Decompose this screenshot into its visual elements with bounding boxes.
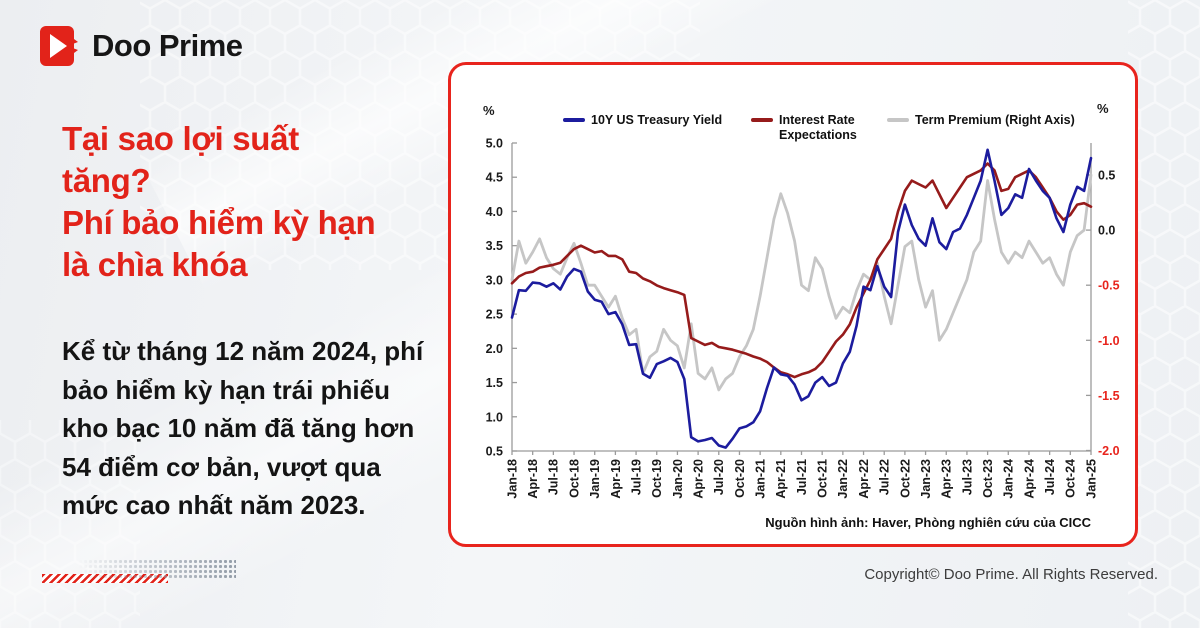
x-axis-tick-label: Oct-19 (650, 459, 664, 498)
x-axis-tick-label: Jan-24 (1002, 459, 1016, 499)
x-axis-tick-label: Jan-20 (671, 459, 685, 499)
line-chart: 5.0 4.5 4.0 3.5 3.0 2.5 2.0 1.5 1.0 0.5 0.5 0.0 -0.5… (486, 137, 1120, 499)
left-axis-tick-label: 0.5 (486, 444, 503, 458)
left-axis-tick-label: 4.5 (486, 171, 503, 185)
x-axis-tick-label: Apr-20 (691, 459, 705, 499)
doo-prime-logo-icon (40, 26, 78, 66)
left-axis-tick-label: 1.0 (486, 410, 503, 424)
series-line-0 (510, 148, 1093, 449)
left-axis-tick-label: 5.0 (486, 137, 503, 151)
left-axis-tick-label: 3.0 (486, 273, 503, 287)
x-axis-tick-label: Apr-24 (1022, 459, 1036, 499)
headline-line: Tại sao lợi suất (62, 120, 299, 157)
left-axis-tick-label: 4.0 (486, 205, 503, 219)
right-axis-tick-label: -1.0 (1098, 334, 1120, 348)
body-line: Kể từ tháng 12 năm 2024, phí (62, 336, 424, 366)
right-axis-tick-label: 0.5 (1098, 169, 1115, 183)
right-axis-tick-label: -0.5 (1098, 279, 1120, 293)
x-axis-tick-label: Jul-20 (712, 459, 726, 495)
x-axis-tick-label: Apr-23 (940, 459, 954, 499)
body-line: kho bạc 10 năm đã tăng hơn (62, 413, 415, 443)
x-axis-tick-label: Jan-22 (836, 459, 850, 499)
legend-item-rate-expectations: Interest Rate Expectations (751, 113, 869, 143)
legend-item-term-premium: Term Premium (Right Axis) (887, 113, 1075, 128)
left-axis-tick-label: 2.5 (486, 308, 503, 322)
x-axis-tick-label: Jul-24 (1043, 459, 1057, 495)
x-axis-tick-label: Jul-21 (795, 459, 809, 495)
x-axis-tick-label: Jan-19 (588, 459, 602, 499)
x-axis-tick-label: Apr-18 (526, 459, 540, 499)
copyright-text: Copyright© Doo Prime. All Rights Reserve… (864, 566, 1158, 583)
legend-swatch-gray (887, 118, 909, 122)
x-axis-tick-label: Apr-22 (857, 459, 871, 499)
x-axis-tick-label: Oct-20 (733, 459, 747, 498)
legend-item-treasury-yield: 10Y US Treasury Yield (563, 113, 722, 128)
left-axis-tick-label: 1.5 (486, 376, 503, 390)
headline-line: tăng? (62, 162, 151, 199)
x-axis-tick-label: Jan-18 (505, 459, 519, 499)
right-axis-tick-label: -2.0 (1098, 444, 1120, 458)
brand-name: Doo Prime (92, 28, 243, 63)
body-text: Kể từ tháng 12 năm 2024, phí bảo hiểm kỳ… (62, 332, 482, 525)
x-axis-tick-label: Oct-23 (981, 459, 995, 498)
left-axis-tick-label: 3.5 (486, 239, 503, 253)
headline-line: là chìa khóa (62, 246, 248, 283)
right-axis-tick-label: 0.0 (1098, 224, 1115, 238)
brand-logo: Doo Prime (40, 26, 243, 66)
series-line-1 (510, 162, 1093, 379)
x-axis-tick-label: Oct-22 (898, 459, 912, 498)
left-axis-tick-label: 2.0 (486, 342, 503, 356)
legend-swatch-blue (563, 118, 585, 122)
x-axis-tick-label: Apr-21 (774, 459, 788, 499)
source-note: Nguồn hình ảnh: Haver, Phòng nghiên cứu … (765, 515, 1091, 530)
legend-label: Interest Rate Expectations (779, 113, 857, 142)
legend-label: Term Premium (Right Axis) (915, 113, 1075, 127)
x-axis-tick-label: Jul-19 (629, 459, 643, 495)
x-axis-tick-label: Jan-21 (754, 459, 768, 499)
legend-swatch-darkred (751, 118, 773, 122)
body-line: mức cao nhất năm 2023. (62, 490, 366, 520)
x-axis-tick-label: Jul-23 (960, 459, 974, 495)
body-line: bảo hiểm kỳ hạn trái phiếu (62, 374, 390, 405)
x-axis-tick-label: Apr-19 (609, 459, 623, 499)
x-axis-tick-label: Jul-22 (878, 459, 892, 495)
chart-card: 5.0 4.5 4.0 3.5 3.0 2.5 2.0 1.5 1.0 0.5 0.5 0.0 -0.5… (448, 62, 1138, 547)
headline: Tại sao lợi suất tăng? Phí bảo hiểm kỳ h… (62, 118, 472, 286)
left-axis-unit: % (483, 103, 495, 118)
x-axis-tick-label: Oct-18 (567, 459, 581, 498)
x-axis-tick-label: Jan-23 (919, 459, 933, 499)
right-axis-tick-label: -1.5 (1098, 389, 1120, 403)
decorative-dot-grid (78, 559, 236, 580)
series-line-2 (510, 173, 1093, 392)
x-axis-tick-label: Jan-25 (1084, 459, 1098, 499)
x-axis-tick-label: Oct-21 (816, 459, 830, 498)
x-axis-tick-label: Oct-24 (1064, 459, 1078, 498)
headline-line: Phí bảo hiểm kỳ hạn (62, 204, 376, 241)
right-axis-unit: % (1097, 101, 1109, 116)
x-axis-tick-label: Jul-18 (547, 459, 561, 495)
body-line: 54 điểm cơ bản, vượt qua (62, 451, 381, 482)
legend-label: 10Y US Treasury Yield (591, 113, 723, 127)
